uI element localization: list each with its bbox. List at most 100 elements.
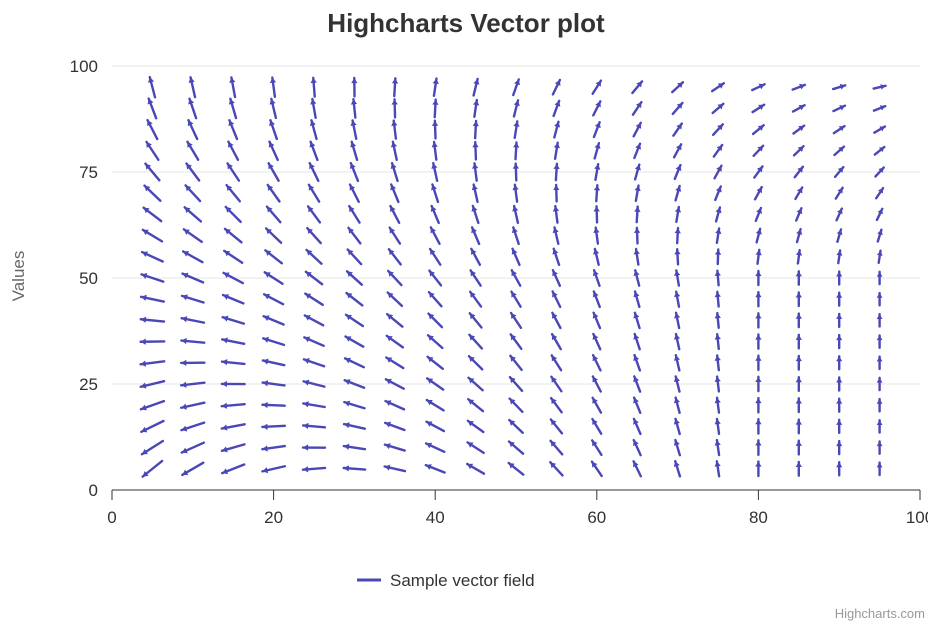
vector-arrow[interactable] — [472, 98, 480, 119]
vector-arrow[interactable] — [714, 248, 722, 266]
vector-arrow[interactable] — [220, 402, 246, 409]
vector-arrow[interactable] — [140, 273, 165, 283]
vector-arrow[interactable] — [511, 226, 520, 246]
vector-arrow[interactable] — [385, 334, 405, 349]
credits-link[interactable]: Highcharts.com — [835, 606, 925, 621]
vector-arrow[interactable] — [470, 226, 481, 246]
vector-arrow[interactable] — [269, 76, 277, 98]
vector-arrow[interactable] — [302, 358, 326, 368]
vector-arrow[interactable] — [795, 248, 803, 265]
vector-arrow[interactable] — [267, 162, 280, 182]
vector-arrow[interactable] — [221, 463, 246, 475]
vector-arrow[interactable] — [345, 270, 363, 286]
vector-arrow[interactable] — [876, 334, 883, 349]
vector-arrow[interactable] — [633, 332, 641, 351]
vector-arrow[interactable] — [345, 291, 364, 307]
vector-arrow[interactable] — [304, 292, 324, 307]
vector-arrow[interactable] — [836, 376, 843, 392]
vector-arrow[interactable] — [713, 164, 723, 180]
vector-arrow[interactable] — [179, 381, 206, 388]
vector-arrow[interactable] — [593, 226, 600, 245]
vector-arrow[interactable] — [674, 205, 682, 224]
vector-arrow[interactable] — [308, 161, 320, 183]
vector-arrow[interactable] — [795, 270, 802, 286]
legend-item-label[interactable]: Sample vector field — [390, 571, 535, 590]
vector-arrow[interactable] — [791, 104, 806, 113]
vector-arrow[interactable] — [754, 206, 763, 223]
vector-arrow[interactable] — [301, 466, 327, 473]
vector-arrow[interactable] — [836, 333, 843, 350]
vector-arrow[interactable] — [431, 119, 439, 140]
vector-arrow[interactable] — [220, 423, 246, 431]
vector-arrow[interactable] — [139, 380, 166, 389]
vector-arrow[interactable] — [674, 248, 681, 266]
vector-arrow[interactable] — [872, 104, 887, 112]
vector-arrow[interactable] — [755, 290, 762, 308]
vector-arrow[interactable] — [350, 140, 359, 162]
vector-arrow[interactable] — [509, 354, 523, 372]
vector-arrow[interactable] — [714, 333, 721, 351]
vector-arrow[interactable] — [347, 226, 362, 245]
vector-arrow[interactable] — [223, 249, 244, 264]
vector-arrow[interactable] — [346, 248, 363, 266]
vector-arrow[interactable] — [793, 165, 805, 179]
vector-arrow[interactable] — [593, 247, 600, 266]
vector-arrow[interactable] — [513, 120, 520, 140]
vector-arrow[interactable] — [391, 77, 399, 98]
vector-arrow[interactable] — [714, 438, 721, 457]
vector-arrow[interactable] — [261, 423, 287, 430]
vector-arrow[interactable] — [432, 98, 439, 119]
vector-arrow[interactable] — [471, 204, 480, 225]
vector-arrow[interactable] — [632, 417, 642, 436]
vector-arrow[interactable] — [465, 462, 486, 475]
vector-arrow[interactable] — [301, 422, 327, 430]
vector-arrow[interactable] — [141, 459, 164, 478]
vector-arrow[interactable] — [874, 186, 885, 200]
vector-arrow[interactable] — [836, 270, 843, 286]
vector-arrow[interactable] — [795, 397, 802, 414]
vector-arrow[interactable] — [876, 313, 883, 328]
vector-arrow[interactable] — [591, 354, 602, 372]
vector-arrow[interactable] — [182, 228, 203, 244]
vector-arrow[interactable] — [508, 397, 524, 414]
vector-arrow[interactable] — [383, 464, 407, 473]
vector-arrow[interactable] — [266, 183, 281, 203]
vector-arrow[interactable] — [711, 102, 725, 115]
vector-arrow[interactable] — [431, 183, 440, 204]
vector-arrow[interactable] — [549, 439, 564, 456]
vector-arrow[interactable] — [307, 183, 321, 203]
vector-arrow[interactable] — [714, 354, 721, 372]
vector-arrow[interactable] — [513, 141, 520, 161]
vector-arrow[interactable] — [714, 269, 721, 287]
vector-arrow[interactable] — [148, 75, 157, 99]
vector-arrow[interactable] — [836, 439, 843, 456]
vector-arrow[interactable] — [755, 227, 762, 244]
vector-arrow[interactable] — [632, 438, 642, 457]
vector-arrow[interactable] — [552, 99, 561, 118]
vector-arrow[interactable] — [755, 269, 762, 287]
vector-arrow[interactable] — [876, 355, 883, 371]
vector-arrow[interactable] — [306, 226, 322, 245]
vector-arrow[interactable] — [633, 226, 641, 245]
vector-arrow[interactable] — [833, 145, 846, 157]
vector-arrow[interactable] — [876, 291, 883, 307]
vector-arrow[interactable] — [306, 205, 322, 224]
vector-arrow[interactable] — [552, 247, 561, 267]
vector-arrow[interactable] — [180, 421, 206, 432]
vector-arrow[interactable] — [468, 333, 484, 350]
vector-arrow[interactable] — [390, 161, 399, 183]
vector-arrow[interactable] — [261, 380, 286, 387]
vector-arrow[interactable] — [795, 354, 802, 371]
vector-arrow[interactable] — [220, 443, 246, 453]
vector-arrow[interactable] — [795, 418, 802, 435]
vector-arrow[interactable] — [147, 97, 158, 120]
vector-arrow[interactable] — [431, 161, 439, 183]
vector-arrow[interactable] — [631, 80, 644, 95]
vector-arrow[interactable] — [792, 124, 806, 135]
vector-arrow[interactable] — [552, 204, 560, 224]
vector-arrow[interactable] — [633, 163, 641, 181]
vector-arrow[interactable] — [223, 227, 243, 244]
vector-arrow[interactable] — [795, 227, 803, 244]
vector-arrow[interactable] — [350, 97, 358, 119]
vector-arrow[interactable] — [673, 459, 682, 478]
